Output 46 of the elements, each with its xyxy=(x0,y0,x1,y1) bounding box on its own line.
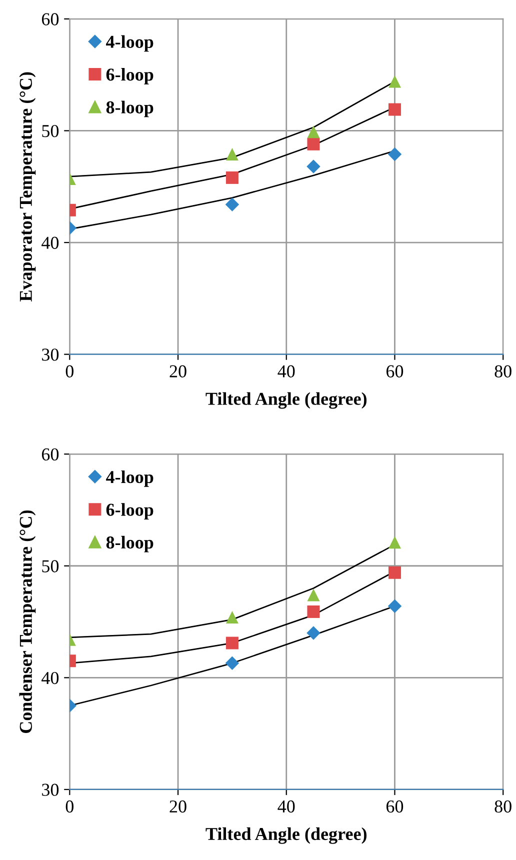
legend-label: 6-loop xyxy=(106,503,154,520)
point xyxy=(226,611,238,624)
x-tick-label: 60 xyxy=(386,800,404,813)
y-tick-label: 30 xyxy=(42,784,59,796)
point xyxy=(226,148,238,160)
legend-label: 8-loop xyxy=(106,100,154,118)
y-axis-title: Condenser Temperature (°C) xyxy=(19,510,36,734)
point xyxy=(388,599,402,613)
point xyxy=(226,636,238,650)
x-tick-label: 20 xyxy=(170,365,186,378)
x-tick-label: 20 xyxy=(170,800,186,813)
x-axis-title: Tilted Angle (degree) xyxy=(206,392,367,409)
y-tick-label: 50 xyxy=(42,124,59,138)
point xyxy=(225,198,240,212)
x-tick-label: 0 xyxy=(66,365,74,378)
point xyxy=(225,656,240,670)
y-axis-title: Evaporator Temperature (°C) xyxy=(19,72,36,302)
point xyxy=(388,566,401,579)
x-tick-label: 80 xyxy=(494,365,512,378)
x-tick-label: 0 xyxy=(66,800,74,813)
point xyxy=(226,171,238,184)
point xyxy=(307,126,320,138)
legend-label: 6-loop xyxy=(106,68,154,84)
x-tick-label: 60 xyxy=(386,365,404,378)
y-tick-label: 40 xyxy=(42,236,59,249)
x-tick-label: 80 xyxy=(494,800,512,813)
x-tick-label: 40 xyxy=(278,800,295,813)
x-tick-label: 40 xyxy=(278,365,295,378)
point xyxy=(307,138,320,150)
legend-label: 8-loop xyxy=(106,536,154,552)
point xyxy=(388,536,401,549)
point xyxy=(388,75,401,88)
point xyxy=(388,147,402,162)
y-tick-label: 50 xyxy=(42,560,59,572)
y-tick-label: 40 xyxy=(42,672,59,684)
point xyxy=(306,626,320,640)
x-axis-title: Tilted Angle (degree) xyxy=(206,827,367,844)
point xyxy=(307,605,320,618)
y-tick-label: 60 xyxy=(42,448,59,461)
y-tick-label: 60 xyxy=(42,13,59,26)
point xyxy=(306,160,320,174)
point xyxy=(388,103,401,116)
legend-label: 4-loop xyxy=(106,470,154,487)
y-tick-label: 30 xyxy=(42,348,59,361)
legend-label: 4-loop xyxy=(106,35,154,52)
point xyxy=(307,588,320,602)
